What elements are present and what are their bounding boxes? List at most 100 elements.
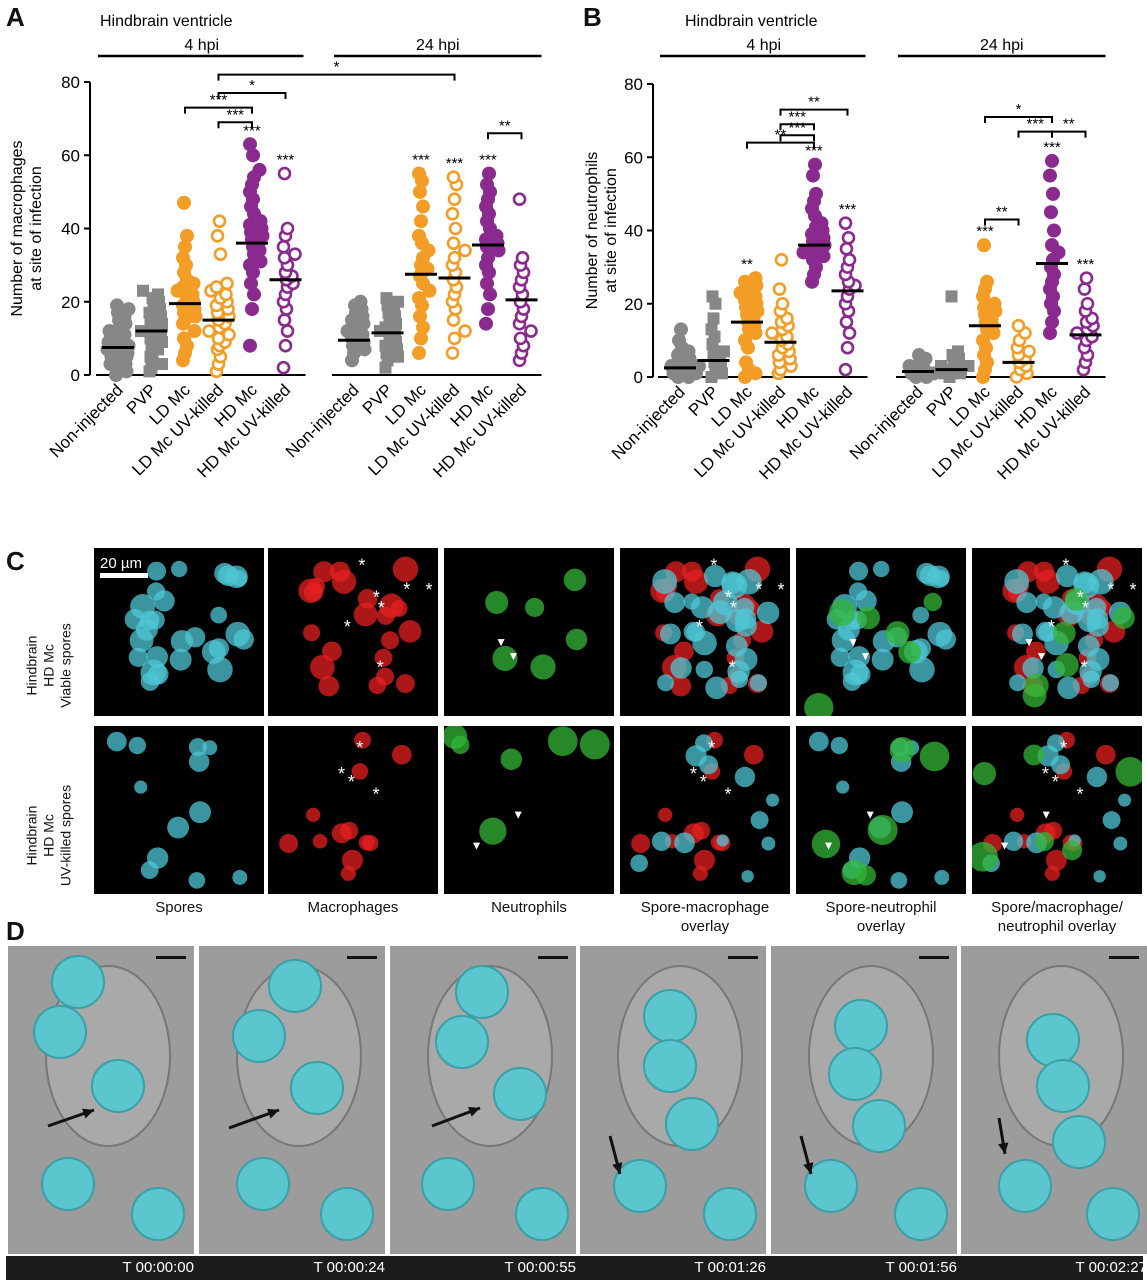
macrophage-asterisk: *: [1076, 785, 1083, 805]
data-point: [808, 157, 822, 172]
cell-blob: [664, 592, 686, 614]
cell-blob: [743, 744, 764, 765]
neutrophil-arrowhead: ▼: [495, 635, 507, 649]
data-point: [841, 231, 856, 245]
column-label: Spores: [155, 899, 203, 916]
spore: [131, 1187, 185, 1241]
cell-blob: [685, 745, 707, 767]
micrograph-tile: * * * * * * *: [268, 548, 438, 716]
group-4hpi-label: 4 hpi: [184, 37, 219, 54]
cell-blob: [867, 815, 898, 846]
data-point: [718, 345, 730, 358]
data-point: [212, 214, 227, 228]
spore: [290, 1061, 344, 1115]
macrophage-asterisk: *: [1077, 587, 1084, 607]
cell-blob: [362, 835, 379, 852]
data-point: [110, 298, 124, 313]
data-point: [513, 331, 528, 346]
macrophage-asterisk: *: [358, 556, 365, 576]
data-point: [912, 348, 926, 363]
data-point: [252, 162, 267, 177]
data-point: [353, 294, 368, 309]
data-point: [515, 250, 530, 265]
x-tick-label: Non-injected: [282, 380, 363, 461]
data-point: [707, 349, 720, 362]
cell-blob: [1115, 757, 1142, 787]
data-point: [277, 313, 292, 327]
cell-blob: [380, 631, 400, 650]
data-point: [952, 345, 964, 358]
macrophage-asterisk: *: [338, 764, 345, 784]
data-point: [446, 313, 461, 327]
cell-blob: [855, 865, 876, 886]
data-point: [1079, 271, 1094, 285]
data-point: [288, 247, 302, 261]
spore: [268, 959, 322, 1013]
data-point: [447, 192, 462, 206]
timestamp-label: T 00:00:55: [504, 1259, 576, 1276]
cell-blob: [232, 869, 248, 885]
neutrophil-arrowhead: ▼: [999, 839, 1011, 853]
data-point: [414, 214, 428, 229]
macrophage-asterisk: *: [1048, 617, 1055, 637]
data-point: [145, 361, 158, 374]
data-point: [144, 332, 157, 345]
cell-blob: [750, 811, 769, 830]
scale-bar: [156, 956, 186, 959]
micrograph-tile: ▼ ▼: [444, 548, 614, 716]
cell-blob: [808, 731, 829, 752]
data-point: [772, 282, 787, 296]
macrophage-asterisk: *: [1042, 764, 1049, 784]
cell-blob: [134, 780, 148, 794]
macrophage-asterisk: *: [724, 785, 731, 805]
cell-blob: [525, 597, 545, 618]
spore: [435, 1015, 489, 1069]
panel-a-letter: A: [6, 2, 25, 32]
data-point: [1047, 223, 1061, 238]
y-tick-label: 40: [624, 222, 643, 241]
data-point: [838, 362, 853, 377]
timestamp-label: T 00:01:26: [694, 1259, 766, 1276]
cell-blob: [848, 646, 870, 668]
micrograph-column: * * * * * * * ▼ ▼ * * * * ▼ ▼: [972, 548, 1142, 894]
cell-blob: [657, 674, 675, 692]
cell-blob: [909, 656, 935, 683]
cell-blob: [919, 741, 950, 772]
y-tick-label: 60: [61, 146, 80, 165]
macrophage-asterisk: *: [372, 785, 379, 805]
cell-blob: [831, 628, 856, 653]
data-point: [448, 221, 463, 236]
y-tick-label: 0: [634, 368, 643, 387]
cell-blob: [351, 763, 369, 780]
cell-blob: [756, 601, 780, 625]
data-point: [177, 331, 191, 346]
y-tick-label: 40: [61, 220, 80, 239]
spore: [613, 1159, 667, 1213]
scale-bar-label: 20 µm: [100, 555, 142, 572]
micrograph-column: * * * * * * * * * * *: [620, 548, 790, 894]
neutrophil-arrowhead: ▼: [1023, 635, 1035, 649]
spore: [852, 1099, 906, 1153]
timelapse-frame: [771, 946, 957, 1254]
panel-c-letter: C: [6, 546, 25, 576]
arrowhead-icon: [267, 1108, 279, 1119]
data-point: [243, 338, 257, 353]
cell-blob: [871, 648, 894, 671]
neutrophil-arrowhead: ▼: [823, 839, 835, 853]
data-point: [839, 315, 854, 329]
micrograph-column: ▼ ▼ ▼ ▼: [444, 548, 614, 894]
neutrophil-arrowhead: ▼: [512, 807, 524, 821]
cell-blob: [658, 807, 673, 822]
significance-label: ***: [839, 201, 857, 218]
macrophage-asterisk: *: [725, 587, 732, 607]
bracket-label: **: [1063, 116, 1075, 133]
data-point: [243, 217, 257, 232]
spore: [320, 1187, 374, 1241]
cell-blob: [391, 744, 412, 765]
data-point: [1043, 168, 1057, 183]
significance-bracket: [184, 106, 253, 114]
cell-blob: [670, 657, 692, 679]
cell-blob: [1044, 865, 1060, 881]
cell-blob: [233, 629, 254, 650]
data-point: [458, 243, 472, 258]
